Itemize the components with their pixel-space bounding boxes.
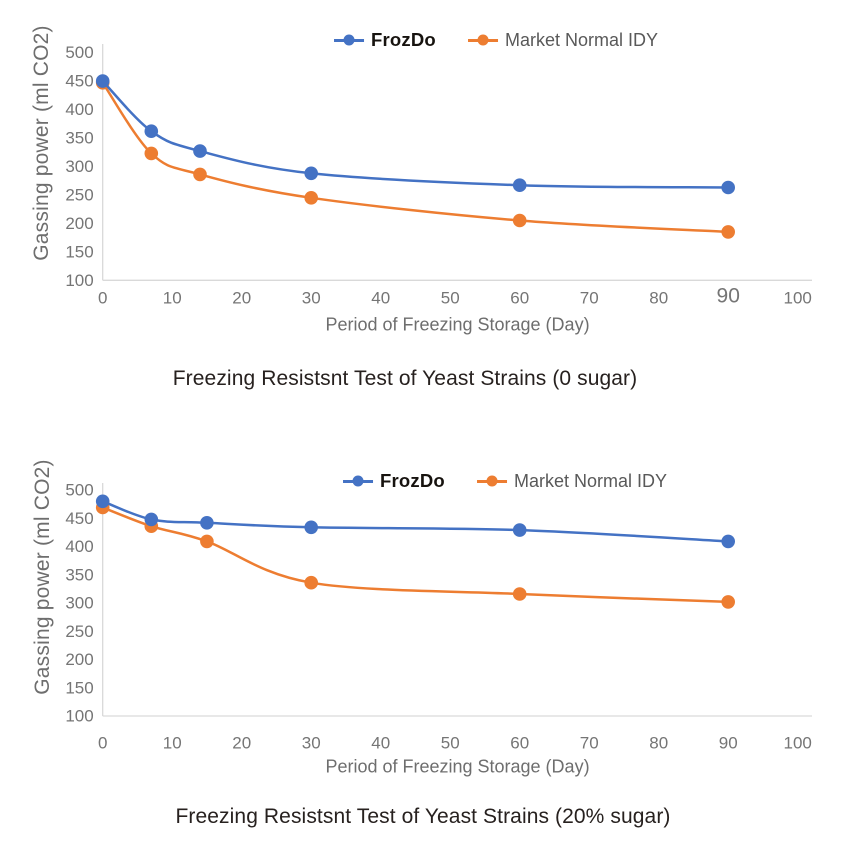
- market-normal-idy-point-day-30: [304, 191, 319, 205]
- frozdo-point-day-7: [144, 512, 159, 527]
- x-tick-label-70: 70: [580, 289, 599, 308]
- chart1-y-axis-title: Gassing power (ml CO2): [30, 25, 53, 261]
- x-tick-label-0: 0: [98, 734, 107, 753]
- x-tick-label-50: 50: [441, 734, 460, 753]
- frozdo-point-day-60: [512, 178, 527, 192]
- x-tick-label-60: 60: [510, 289, 529, 308]
- frozdo-point-day-30: [304, 520, 319, 535]
- market-legend-marker: [467, 34, 498, 47]
- y-tick-label-200: 200: [65, 214, 93, 233]
- frozdo-point-day-15: [200, 516, 214, 530]
- x-tick-label-70: 70: [580, 734, 599, 753]
- y-tick-label-300: 300: [65, 594, 93, 613]
- chart1-title: Freezing Resistsnt Test of Yeast Strains…: [172, 367, 638, 390]
- frozdo-point-day-14: [193, 144, 207, 158]
- market-normal-idy-point-day-90: [721, 225, 735, 239]
- x-tick-label-10: 10: [163, 289, 182, 308]
- frozdo-legend-label: FrozDo: [380, 470, 445, 491]
- frozdo-point-day-60: [512, 523, 527, 537]
- market-normal-idy-line: [101, 82, 729, 234]
- x-tick-label-40: 40: [371, 734, 390, 753]
- x-tick-label-60: 60: [510, 734, 529, 753]
- y-tick-label-200: 200: [65, 650, 93, 669]
- x-tick-label-80: 80: [649, 289, 668, 308]
- market-normal-idy-point-day-14: [193, 167, 207, 182]
- y-tick-label-350: 350: [65, 565, 93, 584]
- market-normal-idy-point-day-60: [512, 587, 527, 601]
- x-tick-label-30: 30: [302, 734, 321, 753]
- y-tick-label-300: 300: [65, 157, 93, 176]
- y-tick-label-450: 450: [65, 509, 93, 528]
- market-normal-idy-point-day-15: [200, 534, 214, 549]
- y-tick-label-100: 100: [65, 707, 93, 726]
- frozdo-point-day-30: [304, 166, 319, 181]
- market-legend-label: Market Normal IDY: [504, 29, 658, 50]
- frozdo-point-day-90: [721, 534, 735, 549]
- x-tick-label-100: 100: [784, 289, 812, 308]
- x-tick-label-80: 80: [649, 734, 668, 753]
- chart2-legend: FrozDo Market Normal IDY: [343, 470, 667, 492]
- frozdo-point-day-0: [95, 74, 110, 88]
- market-normal-idy-point-day-7: [144, 146, 159, 161]
- market-normal-idy-point-day-60: [512, 213, 527, 228]
- x-tick-label-20: 20: [232, 734, 251, 753]
- x-tick-label-100: 100: [784, 734, 812, 753]
- y-tick-label-350: 350: [65, 129, 93, 148]
- x-tick-label-40: 40: [371, 289, 390, 308]
- x-tick-label-50: 50: [441, 289, 460, 308]
- frozdo-point-day-90: [721, 180, 735, 195]
- chart2-legend-item-frozdo: FrozDo: [343, 470, 445, 492]
- x-tick-label-90: 90: [717, 285, 740, 308]
- frozdo-legend-label: FrozDo: [371, 29, 436, 50]
- frozdo-point-day-7: [144, 124, 159, 138]
- y-tick-label-500: 500: [65, 481, 93, 500]
- x-tick-label-0: 0: [98, 289, 107, 308]
- freezing-test-20-sugar-chart: 100 150 200 250 300 350 400 450 500 0 10 20 30 40 50 60…: [65, 481, 812, 753]
- x-tick-label-30: 30: [302, 289, 321, 308]
- market-normal-idy-point-day-30: [304, 575, 319, 590]
- y-tick-label-450: 450: [65, 72, 93, 91]
- chart2-y-axis-title: Gassing power (ml CO2): [31, 459, 54, 695]
- y-tick-label-400: 400: [65, 537, 93, 556]
- chart2-legend-item-market: Market Normal IDY: [476, 470, 667, 492]
- chart1-legend-item-frozdo: FrozDo: [334, 29, 436, 51]
- chart1-legend: FrozDo Market Normal IDY: [334, 29, 658, 51]
- y-tick-label-250: 250: [65, 622, 93, 641]
- chart2-x-axis-title: Period of Freezing Storage (Day): [325, 756, 590, 777]
- frozdo-point-day-0: [95, 494, 110, 509]
- x-tick-label-90: 90: [719, 734, 738, 753]
- y-tick-label-400: 400: [65, 100, 93, 119]
- y-tick-label-150: 150: [65, 242, 93, 261]
- y-tick-label-250: 250: [65, 185, 93, 204]
- y-tick-label-150: 150: [65, 678, 93, 697]
- x-tick-label-10: 10: [163, 734, 182, 753]
- frozdo-line: [102, 500, 729, 543]
- y-tick-label-100: 100: [65, 271, 93, 290]
- chart1-legend-item-market: Market Normal IDY: [467, 29, 658, 51]
- frozdo-legend-marker: [334, 34, 365, 47]
- frozdo-legend-marker: [343, 475, 374, 488]
- x-tick-label-20: 20: [232, 289, 251, 308]
- chart1-x-axis-title: Period of Freezing Storage (Day): [325, 314, 590, 335]
- chart2-title: Freezing Resistsnt Test of Yeast Strains…: [175, 805, 671, 828]
- y-tick-label-500: 500: [65, 43, 93, 62]
- market-legend-label: Market Normal IDY: [513, 470, 667, 491]
- market-normal-idy-point-day-90: [721, 595, 735, 609]
- freezing-test-0-sugar-chart: 100 150 200 250 300 350 400 450 500 0 10 20 30 40 50 60…: [65, 43, 812, 308]
- market-legend-marker: [476, 475, 507, 488]
